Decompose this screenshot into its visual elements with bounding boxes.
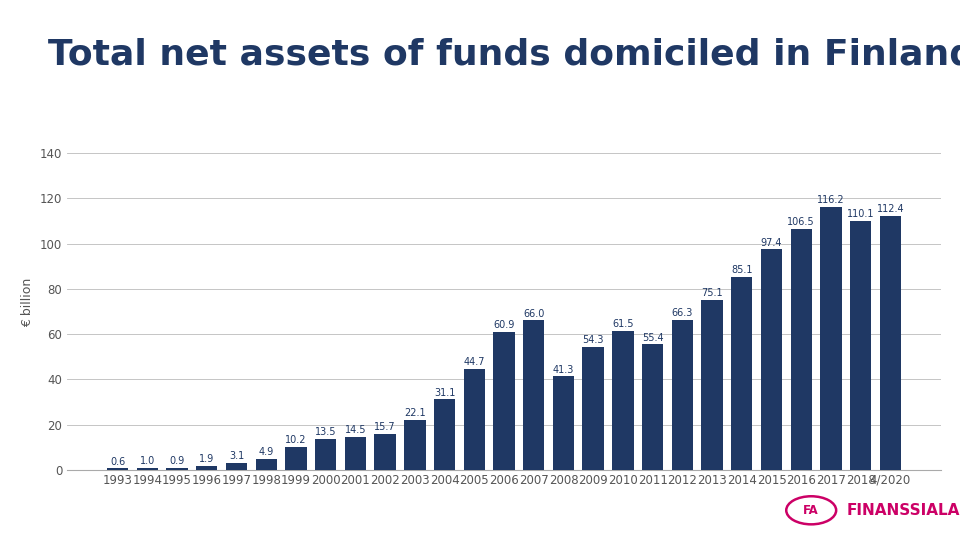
- Bar: [136, 468, 158, 470]
- Bar: [732, 278, 753, 470]
- Text: 66.0: 66.0: [523, 309, 544, 319]
- Bar: [553, 376, 574, 470]
- Text: 10.2: 10.2: [285, 435, 306, 445]
- Text: 14.5: 14.5: [345, 425, 366, 435]
- Bar: [879, 215, 901, 470]
- Text: Total net assets of funds domiciled in Finland: Total net assets of funds domiciled in F…: [48, 38, 960, 72]
- Text: 75.1: 75.1: [701, 288, 723, 298]
- Text: 66.3: 66.3: [672, 308, 693, 318]
- Bar: [850, 221, 872, 470]
- Text: 106.5: 106.5: [787, 217, 815, 227]
- Text: 41.3: 41.3: [553, 364, 574, 375]
- Bar: [107, 468, 129, 470]
- Bar: [761, 249, 782, 470]
- Text: 97.4: 97.4: [760, 238, 782, 248]
- Bar: [226, 463, 247, 470]
- Bar: [493, 332, 515, 470]
- Text: 116.2: 116.2: [817, 195, 845, 205]
- Text: 54.3: 54.3: [583, 335, 604, 345]
- Bar: [255, 458, 276, 470]
- Bar: [790, 229, 812, 470]
- Text: 3.1: 3.1: [228, 451, 244, 461]
- Text: 1.0: 1.0: [140, 456, 155, 465]
- Text: 112.4: 112.4: [876, 204, 904, 214]
- Text: 110.1: 110.1: [847, 209, 875, 219]
- Bar: [404, 420, 425, 470]
- Text: 0.9: 0.9: [169, 456, 184, 466]
- Text: 55.4: 55.4: [642, 333, 663, 343]
- Text: 85.1: 85.1: [731, 266, 753, 275]
- Text: 13.5: 13.5: [315, 428, 336, 437]
- Text: 1.9: 1.9: [199, 454, 214, 464]
- Bar: [523, 321, 544, 470]
- Bar: [196, 465, 218, 470]
- Bar: [820, 207, 842, 470]
- Bar: [285, 447, 306, 470]
- Text: FINANSSIALA: FINANSSIALA: [847, 503, 960, 518]
- Text: 44.7: 44.7: [464, 357, 485, 367]
- Y-axis label: € billion: € billion: [21, 278, 35, 327]
- Bar: [702, 300, 723, 470]
- Bar: [315, 439, 336, 470]
- Text: 0.6: 0.6: [110, 457, 125, 467]
- Bar: [374, 434, 396, 470]
- Bar: [612, 330, 634, 470]
- Text: 31.1: 31.1: [434, 388, 455, 397]
- Text: 4.9: 4.9: [258, 447, 274, 457]
- Bar: [345, 437, 366, 470]
- Bar: [166, 468, 188, 470]
- Bar: [672, 320, 693, 470]
- Text: 15.7: 15.7: [374, 422, 396, 433]
- Bar: [583, 347, 604, 470]
- Text: 61.5: 61.5: [612, 319, 634, 329]
- Bar: [642, 345, 663, 470]
- Text: 60.9: 60.9: [493, 320, 515, 330]
- Bar: [464, 369, 485, 470]
- Bar: [434, 400, 455, 470]
- Text: FA: FA: [804, 504, 819, 517]
- Text: 22.1: 22.1: [404, 408, 425, 418]
